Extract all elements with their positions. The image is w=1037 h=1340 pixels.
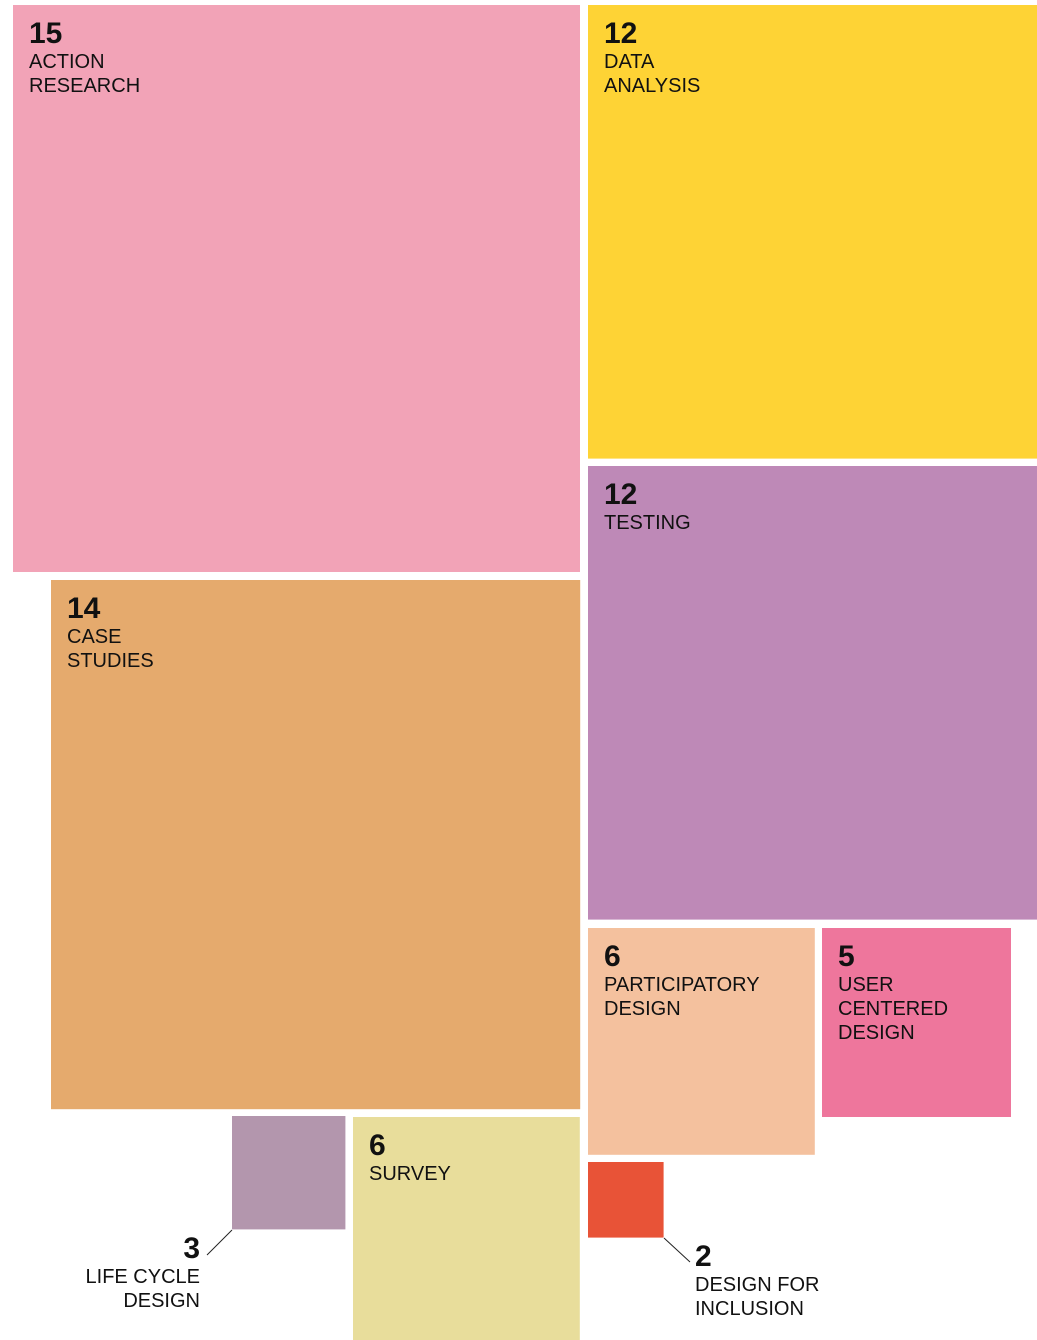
value-label: 12	[604, 478, 637, 511]
square	[588, 1162, 664, 1238]
category-label: STUDIES	[67, 650, 154, 672]
square	[588, 466, 1037, 920]
category-label: TESTING	[604, 512, 691, 534]
square	[51, 580, 581, 1110]
category-label: CENTERED	[838, 998, 948, 1020]
category-label: LIFE CYCLE	[86, 1266, 200, 1288]
value-label: 6	[604, 940, 621, 973]
category-label: USER	[838, 974, 894, 996]
category-label: DESIGN	[838, 1022, 915, 1044]
value-label: 5	[838, 940, 855, 973]
category-label: PARTICIPATORY	[604, 974, 760, 996]
leader-line	[663, 1237, 691, 1263]
category-label: DESIGN	[123, 1290, 200, 1312]
category-label: RESEARCH	[29, 75, 140, 97]
category-label: INCLUSION	[695, 1298, 804, 1320]
square	[353, 1117, 580, 1340]
value-label: 3	[183, 1232, 200, 1265]
value-label: 2	[695, 1240, 712, 1273]
square	[232, 1116, 346, 1230]
value-label: 14	[67, 592, 101, 625]
category-label: SURVEY	[369, 1163, 451, 1185]
square	[588, 5, 1037, 459]
square	[588, 928, 815, 1155]
category-label: CASE	[67, 626, 121, 648]
value-label: 15	[29, 17, 62, 50]
value-label: 6	[369, 1129, 386, 1162]
square	[822, 928, 1011, 1117]
category-label: DATA	[604, 51, 655, 73]
category-label: DESIGN FOR	[695, 1274, 819, 1296]
value-label: 12	[604, 17, 637, 50]
leader-line	[206, 1229, 233, 1256]
square	[13, 5, 580, 572]
category-label: ANALYSIS	[604, 75, 700, 97]
category-label: ACTION	[29, 51, 105, 73]
category-label: DESIGN	[604, 998, 681, 1020]
